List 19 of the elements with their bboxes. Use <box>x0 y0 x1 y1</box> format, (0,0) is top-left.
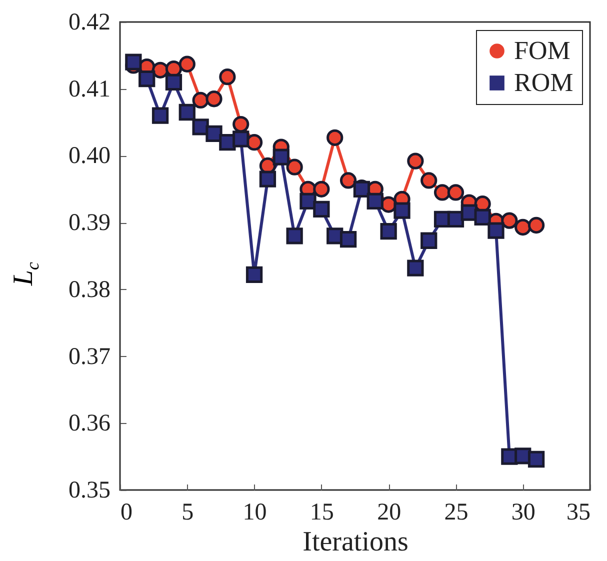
y-tick-label: 0.37 <box>68 344 110 370</box>
x-tick-label: 25 <box>444 500 468 526</box>
y-tick-label: 0.39 <box>68 210 110 236</box>
x-tick-label: 5 <box>182 500 194 526</box>
y-tick-label: 0.38 <box>68 276 110 303</box>
y-tick-label: 0.36 <box>68 410 110 437</box>
y-tick-label: 0.42 <box>68 10 110 36</box>
legend-label: ROM <box>514 68 574 97</box>
x-tick-label: 30 <box>511 500 536 526</box>
x-tick-label: 0 <box>120 500 132 526</box>
x-tick-label: 20 <box>377 500 402 526</box>
y-tick-label: 0.41 <box>68 76 110 102</box>
x-tick-label: 35 <box>566 500 590 526</box>
y-tick-label: 0.35 <box>68 478 110 504</box>
x-axis-title: Iterations <box>302 526 408 558</box>
x-tick-label: 10 <box>242 500 267 526</box>
y-tick-label: 0.40 <box>68 143 110 170</box>
x-tick-label: 15 <box>310 500 334 526</box>
legend-label: FOM <box>514 36 570 65</box>
